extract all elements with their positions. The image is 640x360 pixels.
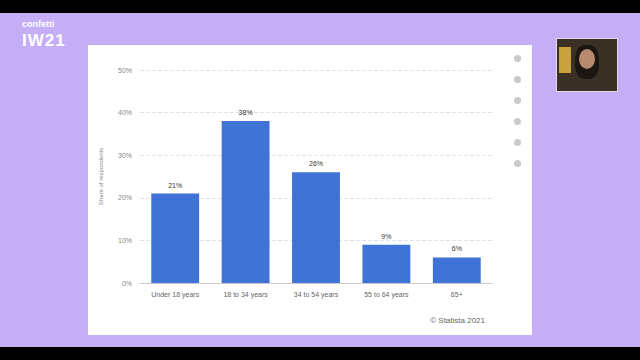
- svg-text:65+: 65+: [451, 291, 463, 298]
- svg-text:10%: 10%: [118, 237, 132, 244]
- svg-text:34 to 54 years: 34 to 54 years: [294, 291, 339, 299]
- svg-text:6%: 6%: [452, 245, 462, 252]
- svg-text:Under 18 years: Under 18 years: [151, 291, 199, 299]
- svg-text:Share of respondents: Share of respondents: [98, 148, 104, 205]
- svg-text:50%: 50%: [118, 67, 132, 74]
- svg-text:21%: 21%: [168, 182, 182, 189]
- svg-text:26%: 26%: [309, 160, 323, 167]
- svg-text:38%: 38%: [239, 109, 253, 116]
- svg-text:© Statista 2021: © Statista 2021: [430, 316, 485, 325]
- svg-text:55 to 64 years: 55 to 64 years: [364, 291, 409, 299]
- svg-text:9%: 9%: [381, 233, 391, 240]
- svg-text:30%: 30%: [118, 152, 132, 159]
- svg-text:20%: 20%: [118, 194, 132, 201]
- svg-text:0%: 0%: [122, 280, 132, 287]
- html-text:IW21: IW21: [22, 31, 66, 50]
- svg-text:18 to 34 years: 18 to 34 years: [223, 291, 268, 299]
- html-text:confetti: confetti: [22, 19, 55, 29]
- svg-text:40%: 40%: [118, 109, 132, 116]
